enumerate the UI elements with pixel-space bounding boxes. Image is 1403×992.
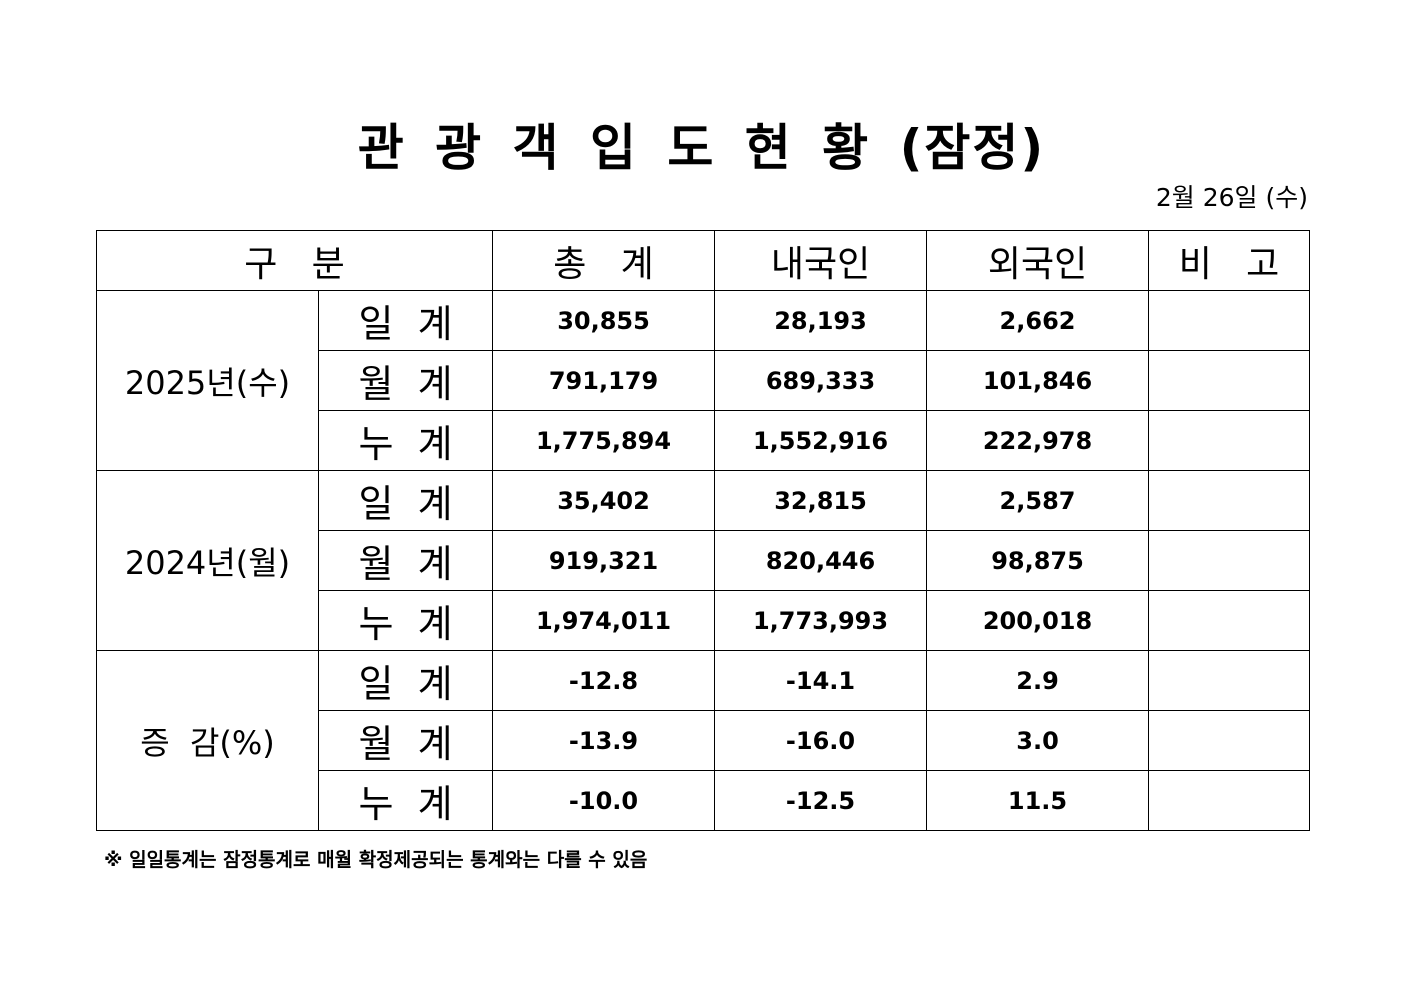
footnote: ※ 일일통계는 잠정통계로 매월 확정제공되는 통계와는 다를 수 있음	[104, 849, 648, 871]
cell-remarks	[1148, 290, 1311, 351]
cell-foreign: 3.0	[926, 710, 1150, 771]
row-label: 누 계	[317, 410, 494, 471]
table-row: 누 계 1,974,011 1,773,993 200,018	[97, 590, 1311, 651]
cell-total: 919,321	[492, 530, 716, 591]
cell-domestic: -16.0	[714, 710, 928, 771]
cell-domestic: 28,193	[714, 290, 928, 351]
cell-domestic: 32,815	[714, 470, 928, 531]
header-foreign: 외국인	[926, 230, 1150, 291]
cell-domestic: 689,333	[714, 350, 928, 411]
row-label: 월 계	[317, 350, 494, 411]
cell-total: 30,855	[492, 290, 716, 351]
report-date: 2월 26일 (수)	[1155, 183, 1308, 212]
table-row: 월 계 919,321 820,446 98,875	[97, 530, 1311, 591]
row-label: 누 계	[317, 770, 494, 831]
cell-remarks	[1148, 530, 1311, 591]
row-label: 월 계	[317, 530, 494, 591]
table-row: 누 계 1,775,894 1,552,916 222,978	[97, 410, 1311, 471]
row-label: 일 계	[317, 650, 494, 711]
header-domestic: 내국인	[714, 230, 928, 291]
table-row: 누 계 -10.0 -12.5 11.5	[97, 770, 1311, 831]
cell-foreign: 101,846	[926, 350, 1150, 411]
table-row: 2025년(수) 일 계 30,855 28,193 2,662	[96, 290, 1311, 471]
row-label: 일 계	[317, 470, 494, 531]
cell-remarks	[1148, 590, 1311, 651]
cell-remarks	[1148, 710, 1311, 771]
cell-total: -12.8	[492, 650, 716, 711]
cell-domestic: -12.5	[714, 770, 928, 831]
cell-remarks	[1148, 650, 1311, 711]
cell-domestic: -14.1	[714, 650, 928, 711]
cell-remarks	[1148, 350, 1311, 411]
cell-remarks	[1148, 410, 1311, 471]
cell-remarks	[1148, 770, 1311, 831]
header-category: 구 분	[95, 230, 494, 291]
row-label: 일 계	[317, 290, 494, 351]
cell-domestic: 820,446	[714, 530, 928, 591]
cell-foreign: 200,018	[926, 590, 1150, 651]
cell-foreign: 2,587	[926, 470, 1150, 531]
cell-total: 1,974,011	[492, 590, 716, 651]
cell-domestic: 1,773,993	[714, 590, 928, 651]
page-title: 관 광 객 입 도 현 황 (잠정)	[357, 119, 1046, 177]
cell-total: -13.9	[492, 710, 716, 771]
cell-total: 791,179	[492, 350, 716, 411]
tourist-arrivals-table: 구 분 총 계 내국인 외국인 비 고 2025년(수) 일 계 30,855 …	[95, 230, 1311, 831]
cell-total: 35,402	[492, 470, 716, 531]
table-row: 2024년(월) 일 계 35,402 32,815 2,587	[96, 470, 1311, 651]
group-label-change: 증 감(%)	[96, 650, 319, 831]
cell-remarks	[1148, 470, 1311, 531]
cell-foreign: 222,978	[926, 410, 1150, 471]
cell-foreign: 2.9	[926, 650, 1150, 711]
header-remarks: 비 고	[1148, 230, 1311, 291]
cell-domestic: 1,552,916	[714, 410, 928, 471]
row-label: 월 계	[317, 710, 494, 771]
cell-foreign: 11.5	[926, 770, 1150, 831]
group-label-2025: 2025년(수)	[96, 290, 319, 471]
cell-total: -10.0	[492, 770, 716, 831]
cell-total: 1,775,894	[492, 410, 716, 471]
cell-foreign: 98,875	[926, 530, 1150, 591]
header-total: 총 계	[492, 230, 716, 291]
table-row: 증 감(%) 일 계 -12.8 -14.1 2.9	[96, 650, 1311, 831]
row-label: 누 계	[317, 590, 494, 651]
table-row: 월 계 -13.9 -16.0 3.0	[97, 710, 1311, 771]
cell-foreign: 2,662	[926, 290, 1150, 351]
group-label-2024: 2024년(월)	[96, 470, 319, 651]
table-header-row: 구 분 총 계 내국인 외국인 비 고	[95, 230, 1311, 291]
